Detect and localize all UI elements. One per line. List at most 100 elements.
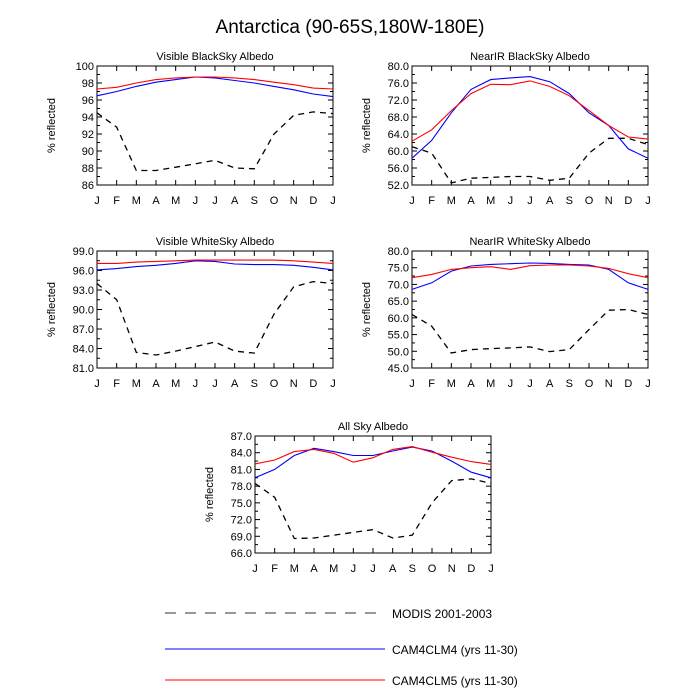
x-tick-label: J — [508, 195, 514, 207]
y-tick-label: 76.0 — [388, 78, 409, 90]
y-tick-label: 86 — [82, 180, 94, 192]
x-tick-label: J — [330, 378, 336, 390]
x-tick-label: S — [251, 378, 258, 390]
x-tick-label: N — [290, 378, 298, 390]
x-tick-label: J — [330, 195, 336, 207]
chart-panel-5: All Sky Albedo 66.0 69.0 72.0 75.0 78.0 81.0 84… — [204, 421, 494, 575]
x-tick-label: F — [271, 563, 278, 575]
y-tick-label: 81.0 — [73, 363, 94, 375]
y-tick-label: 55.0 — [388, 330, 409, 342]
y-tick-label: 45.0 — [388, 363, 409, 375]
y-axis-label: % reflected — [361, 282, 373, 337]
legend-label: CAM4CLM5 (yrs 11-30) — [392, 674, 518, 688]
x-tick-label: D — [467, 563, 475, 575]
y-tick-label: 84.0 — [73, 344, 94, 356]
y-tick-label: 90 — [82, 146, 94, 158]
x-tick-label: J — [488, 563, 494, 575]
y-tick-label: 60.0 — [388, 146, 409, 158]
y-tick-label: 52.0 — [388, 180, 409, 192]
y-tick-label: 80.0 — [388, 246, 409, 258]
series-line-cam4clm5 — [96, 76, 334, 90]
x-tick-label: M — [447, 195, 456, 207]
plot-frame — [411, 65, 649, 186]
series-line-cam4clm4 — [411, 76, 649, 159]
x-tick-label: J — [193, 195, 199, 207]
x-tick-label: D — [624, 195, 632, 207]
x-tick-label: M — [486, 195, 495, 207]
y-tick-label: 90.0 — [73, 305, 94, 317]
x-tick-label: J — [527, 378, 533, 390]
x-tick-label: J — [645, 195, 651, 207]
x-tick-label: J — [527, 195, 533, 207]
x-tick-label: D — [309, 195, 317, 207]
x-tick-label: F — [428, 195, 435, 207]
chart-title: Visible WhiteSky Albedo — [156, 236, 274, 248]
x-tick-label: A — [231, 195, 239, 207]
y-tick-label: 72.0 — [231, 515, 252, 527]
series-line-modis — [254, 478, 492, 540]
x-tick-label: J — [645, 378, 651, 390]
x-tick-label: O — [428, 563, 437, 575]
y-axis-label: % reflected — [46, 282, 58, 337]
chart-title: NearIR BlackSky Albedo — [470, 51, 590, 63]
x-tick-label: J — [409, 378, 415, 390]
x-tick-label: A — [546, 378, 554, 390]
chart-panel-2: NearIR BlackSky Albedo 52.0 56.0 60.0 64.0 68… — [361, 51, 651, 207]
y-tick-label: 96.0 — [73, 266, 94, 278]
x-tick-label: A — [310, 563, 318, 575]
x-tick-label: F — [113, 195, 120, 207]
y-tick-label: 78.0 — [231, 481, 252, 493]
series-line-modis — [96, 111, 334, 172]
series-line-modis — [411, 137, 649, 184]
y-tick-label: 92 — [82, 129, 94, 141]
x-tick-label: J — [212, 378, 218, 390]
chart-title: All Sky Albedo — [338, 421, 408, 433]
y-tick-label: 84.0 — [231, 448, 252, 460]
y-tick-label: 70.0 — [388, 279, 409, 291]
y-tick-label: 93.0 — [73, 285, 94, 297]
x-tick-label: S — [566, 378, 573, 390]
x-tick-label: M — [447, 378, 456, 390]
x-tick-label: D — [309, 378, 317, 390]
y-tick-label: 80.0 — [388, 61, 409, 73]
x-tick-label: O — [270, 378, 279, 390]
y-tick-label: 60.0 — [388, 313, 409, 325]
series-line-modis — [96, 280, 334, 356]
x-tick-label: M — [486, 378, 495, 390]
legend-item: MODIS 2001-2003 — [165, 607, 492, 621]
x-tick-label: D — [624, 378, 632, 390]
x-tick-label: A — [152, 378, 160, 390]
chart-panel-4: NearIR WhiteSky Albedo 45.0 50.0 55.0 60.0 65… — [361, 236, 651, 390]
x-tick-label: S — [566, 195, 573, 207]
y-tick-label: 75.0 — [388, 263, 409, 275]
x-tick-label: J — [252, 563, 258, 575]
series-line-cam4clm5 — [97, 259, 334, 264]
x-tick-label: J — [508, 378, 514, 390]
x-tick-label: M — [171, 195, 180, 207]
plot-frame — [96, 250, 334, 369]
x-tick-label: N — [448, 563, 456, 575]
y-tick-label: 56.0 — [388, 163, 409, 175]
x-tick-label: J — [94, 195, 100, 207]
x-tick-label: S — [409, 563, 416, 575]
x-tick-label: A — [231, 378, 239, 390]
y-tick-label: 98 — [82, 78, 94, 90]
y-tick-label: 81.0 — [231, 464, 252, 476]
legend-item: CAM4CLM4 (yrs 11-30) — [165, 643, 518, 657]
x-tick-label: F — [113, 378, 120, 390]
chart-title: Visible BlackSky Albedo — [156, 51, 273, 63]
y-tick-label: 65.0 — [388, 296, 409, 308]
y-tick-label: 99.0 — [73, 246, 94, 258]
x-tick-label: J — [94, 378, 100, 390]
y-tick-label: 66.0 — [231, 548, 252, 560]
x-tick-label: M — [171, 378, 180, 390]
y-tick-label: 94 — [82, 112, 94, 124]
x-tick-label: A — [467, 195, 475, 207]
x-tick-label: A — [152, 195, 160, 207]
series-line-cam4clm4 — [411, 262, 649, 290]
series-line-cam4clm5 — [411, 264, 649, 279]
y-tick-label: 96 — [82, 95, 94, 107]
x-tick-label: A — [467, 378, 475, 390]
y-axis-label: % reflected — [204, 467, 216, 522]
